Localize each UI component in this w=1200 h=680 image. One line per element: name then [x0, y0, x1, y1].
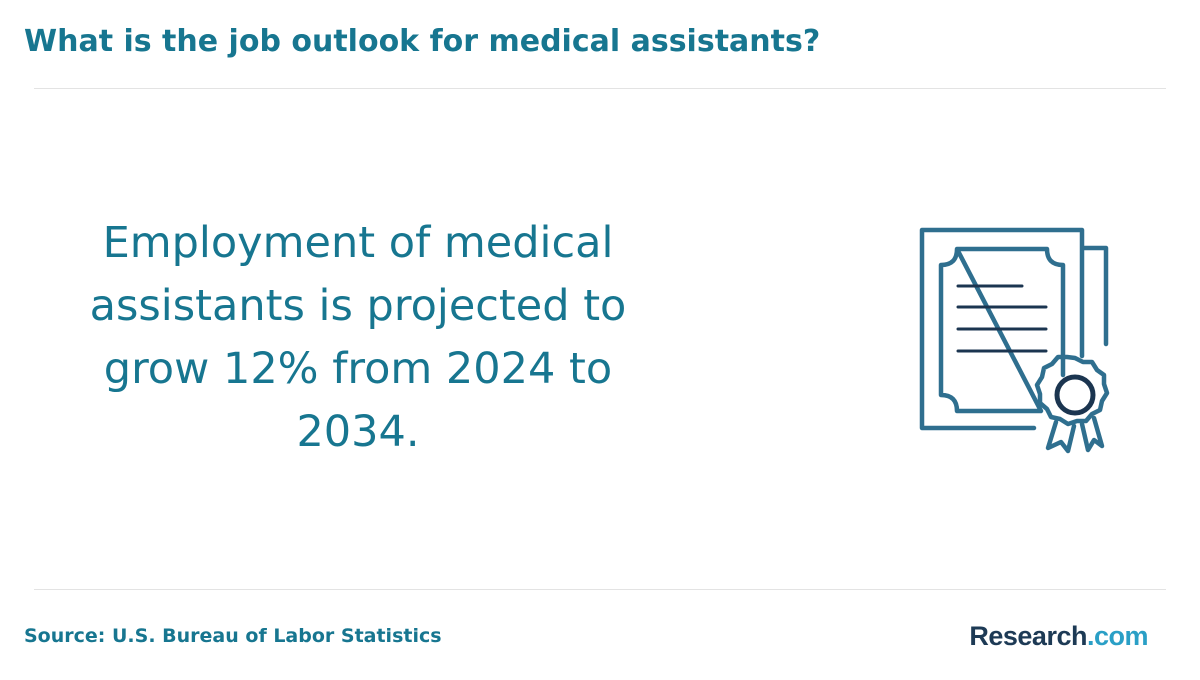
certificate-back-sheet: [1081, 245, 1109, 347]
source-citation: Source: U.S. Bureau of Labor Statistics: [24, 625, 442, 647]
certificate-award-icon: [919, 227, 1110, 454]
bottom-divider: [34, 589, 1166, 590]
badge-ribbon-left: [1045, 419, 1077, 454]
top-divider: [34, 88, 1166, 89]
logo-tld-text: .com: [1086, 621, 1149, 651]
research-com-logo: Research.com: [969, 619, 1148, 653]
logo-brand-text: Research: [969, 621, 1087, 651]
certificate-frame: [919, 227, 1085, 431]
page-title: What is the job outlook for medical assi…: [24, 24, 821, 59]
badge-seal: [1034, 354, 1110, 427]
certificate-inner-border: [938, 246, 1066, 414]
badge-ribbon-right: [1079, 415, 1105, 453]
outlook-statement: Employment of medical assistants is proj…: [89, 218, 627, 457]
badge-center: [1054, 374, 1096, 416]
